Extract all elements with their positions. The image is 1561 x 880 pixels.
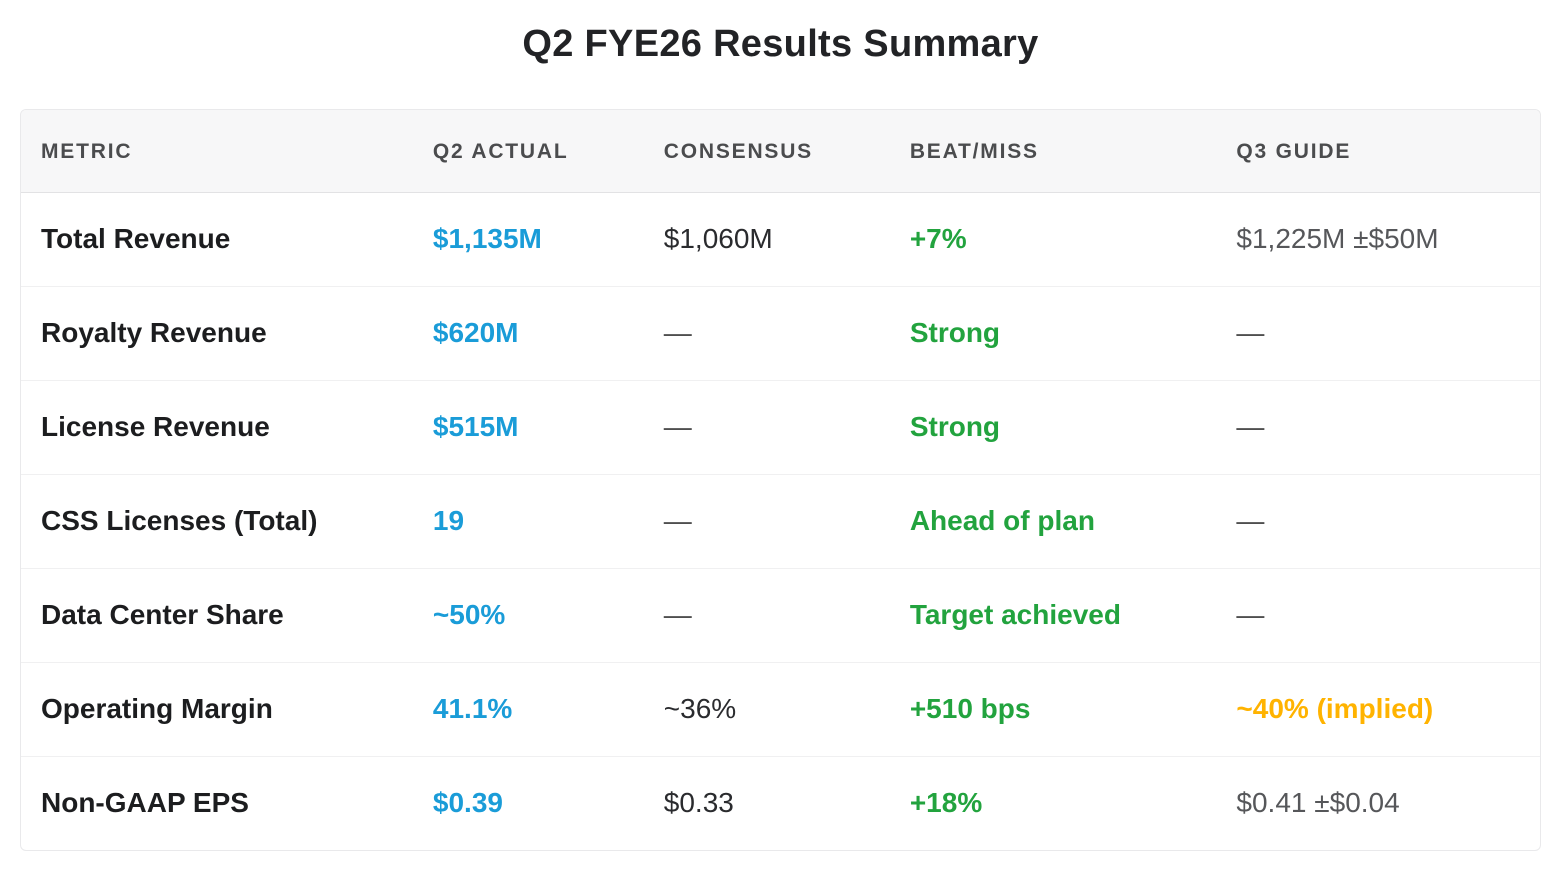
- table-cell: $1,225M ±$50M: [1216, 192, 1540, 287]
- column-header-q2-actual: Q2 ACTUAL: [412, 109, 644, 193]
- column-header-q3-guide: Q3 GUIDE: [1216, 109, 1540, 193]
- table-cell: —: [643, 286, 890, 381]
- metric-label-cell: Total Revenue: [21, 192, 413, 287]
- table-row: License Revenue $515M — Strong —: [21, 380, 1540, 475]
- table-cell: $620M: [412, 286, 644, 381]
- table-cell: +18%: [909, 786, 983, 818]
- metric-label-cell: Royalty Revenue: [21, 286, 413, 381]
- table-cell: $1,060M: [643, 192, 890, 287]
- table-cell: $0.39: [432, 786, 503, 818]
- column-header-beat-miss: BEAT/MISS: [889, 109, 1217, 193]
- table-body: Total Revenue $1,135M $1,060M +7% $1,225M ±$…: [21, 192, 1540, 850]
- table-row: Total Revenue $1,135M $1,060M +7% $1,225M ±$…: [21, 192, 1540, 287]
- table-cell: Strong: [889, 380, 1217, 475]
- table-cell: —: [643, 474, 890, 569]
- metric-label-cell: Non-GAAP EPS: [41, 786, 249, 818]
- table-cell: —: [643, 568, 890, 663]
- metric-label-cell: Operating Margin: [21, 662, 413, 757]
- table-cell: —: [643, 380, 890, 475]
- table-cell: ~50%: [412, 568, 644, 663]
- table-cell: 19: [412, 474, 644, 569]
- table-cell: $0.33: [663, 786, 734, 818]
- table-cell: Ahead of plan: [889, 474, 1217, 569]
- table-cell: +7%: [889, 192, 1217, 287]
- table-cell: $0.41 ±$0.04: [1236, 786, 1400, 818]
- metric-label-cell: CSS Licenses (Total): [21, 474, 413, 569]
- table-cell: —: [1216, 568, 1540, 663]
- metric-label-cell: License Revenue: [21, 380, 413, 475]
- table-cell: $515M: [412, 380, 644, 475]
- column-header-metric: METRIC: [21, 109, 413, 193]
- table-cell: 41.1%: [412, 662, 644, 757]
- table-row: Royalty Revenue $620M — Strong —: [21, 286, 1540, 381]
- table-cell: Strong: [889, 286, 1217, 381]
- table-cell: —: [1216, 474, 1540, 569]
- table-cell: Target achieved: [889, 568, 1217, 663]
- table-header: METRIC Q2 ACTUAL CONSENSUS BEAT/MISS Q3 GUID…: [21, 109, 1540, 193]
- table-row: Non-GAAP EPS $0.39 $0.33 +18% $0.41 ±$0.04: [21, 756, 1540, 850]
- table-cell: —: [1216, 380, 1540, 475]
- table-row: CSS Licenses (Total) 19— Ahead of plan —: [21, 474, 1540, 569]
- page-title: Q2 FYE26 Results Summary: [522, 23, 1039, 65]
- results-table-container: METRIC Q2 ACTUAL CONSENSUS BEAT/MISS Q3 GUID…: [20, 108, 1541, 851]
- header-row: METRIC Q2 ACTUAL CONSENSUS BEAT/MISS Q3 GUID…: [21, 109, 1540, 193]
- table-cell: ~36%: [643, 662, 890, 757]
- results-table: METRIC Q2 ACTUAL CONSENSUS BEAT/MISS Q3 GUID…: [21, 109, 1540, 850]
- table-cell: +510 bps: [889, 662, 1217, 757]
- metric-label-cell: Data Center Share: [21, 568, 413, 663]
- table-cell: —: [1216, 286, 1540, 381]
- table-cell: $1,135M: [412, 192, 644, 287]
- table-row: Data Center Share ~50% — Target achieved —: [21, 568, 1540, 663]
- table-row: Operating Margin 41.1% ~36% +510 bps ~40% (i…: [21, 662, 1540, 757]
- table-cell: ~40% (implied): [1216, 662, 1540, 757]
- column-header-consensus: CONSENSUS: [643, 109, 890, 193]
